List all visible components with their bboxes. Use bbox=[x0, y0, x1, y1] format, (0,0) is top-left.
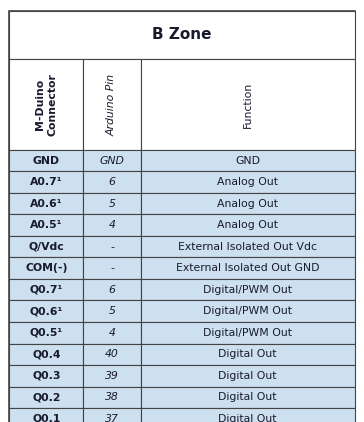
Bar bbox=[141, 387, 355, 408]
Text: Digital Out: Digital Out bbox=[218, 371, 277, 381]
Bar bbox=[141, 344, 355, 365]
Text: Analog Out: Analog Out bbox=[217, 220, 278, 230]
Text: 5: 5 bbox=[108, 306, 115, 316]
Bar bbox=[9, 344, 83, 365]
Text: Analog Out: Analog Out bbox=[217, 177, 278, 187]
Bar bbox=[141, 365, 355, 387]
Bar bbox=[141, 171, 355, 193]
Text: Analog Out: Analog Out bbox=[217, 199, 278, 208]
Text: Digital Out: Digital Out bbox=[218, 392, 277, 402]
Text: GND: GND bbox=[235, 156, 260, 165]
Text: Digital/PWM Out: Digital/PWM Out bbox=[203, 306, 292, 316]
Text: A0.7¹: A0.7¹ bbox=[30, 177, 63, 187]
Bar bbox=[83, 59, 141, 150]
Bar bbox=[9, 59, 83, 150]
Bar bbox=[83, 387, 141, 408]
Text: Q0.1: Q0.1 bbox=[32, 414, 60, 422]
Bar bbox=[9, 11, 355, 59]
Bar bbox=[83, 257, 141, 279]
Text: Q0.2: Q0.2 bbox=[32, 392, 60, 402]
Text: Digital Out: Digital Out bbox=[218, 414, 277, 422]
Bar bbox=[9, 300, 83, 322]
Text: Arduino Pin: Arduino Pin bbox=[107, 73, 117, 135]
Text: M-Duino
Connector: M-Duino Connector bbox=[35, 73, 57, 136]
Bar bbox=[141, 59, 355, 150]
Bar bbox=[83, 236, 141, 257]
Bar bbox=[141, 322, 355, 344]
Text: 40: 40 bbox=[105, 349, 119, 359]
Bar bbox=[83, 322, 141, 344]
Bar bbox=[9, 365, 83, 387]
Text: External Isolated Out GND: External Isolated Out GND bbox=[176, 263, 320, 273]
Text: GND: GND bbox=[33, 156, 60, 165]
Text: 5: 5 bbox=[108, 199, 115, 208]
Bar bbox=[83, 214, 141, 236]
Bar bbox=[141, 150, 355, 171]
Text: 37: 37 bbox=[105, 414, 119, 422]
Text: -: - bbox=[110, 263, 114, 273]
Text: Digital/PWM Out: Digital/PWM Out bbox=[203, 328, 292, 338]
Text: -: - bbox=[110, 242, 114, 252]
Text: Q0.4: Q0.4 bbox=[32, 349, 60, 359]
Text: Q0.3: Q0.3 bbox=[32, 371, 60, 381]
Text: COM(-): COM(-) bbox=[25, 263, 67, 273]
Bar bbox=[141, 408, 355, 422]
Text: Digital/PWM Out: Digital/PWM Out bbox=[203, 285, 292, 295]
Bar bbox=[9, 171, 83, 193]
Text: 39: 39 bbox=[105, 371, 119, 381]
Text: 4: 4 bbox=[108, 328, 115, 338]
Text: 4: 4 bbox=[108, 220, 115, 230]
Bar bbox=[9, 322, 83, 344]
Text: A0.5¹: A0.5¹ bbox=[30, 220, 63, 230]
Bar bbox=[141, 193, 355, 214]
Text: 38: 38 bbox=[105, 392, 119, 402]
Bar bbox=[9, 236, 83, 257]
Text: Function: Function bbox=[243, 81, 253, 127]
Bar bbox=[9, 150, 83, 171]
Text: Q0.6¹: Q0.6¹ bbox=[29, 306, 63, 316]
Bar bbox=[83, 150, 141, 171]
Bar bbox=[141, 236, 355, 257]
Bar bbox=[9, 279, 83, 300]
Text: External Isolated Out Vdc: External Isolated Out Vdc bbox=[178, 242, 317, 252]
Bar bbox=[9, 193, 83, 214]
Bar bbox=[83, 300, 141, 322]
Bar bbox=[9, 214, 83, 236]
Text: Digital Out: Digital Out bbox=[218, 349, 277, 359]
Bar bbox=[83, 171, 141, 193]
Text: Q0.7¹: Q0.7¹ bbox=[29, 285, 63, 295]
Bar bbox=[141, 214, 355, 236]
Bar bbox=[9, 257, 83, 279]
Text: Q0.5¹: Q0.5¹ bbox=[29, 328, 63, 338]
Bar bbox=[141, 300, 355, 322]
Bar bbox=[83, 193, 141, 214]
Bar bbox=[9, 408, 83, 422]
Text: 6: 6 bbox=[108, 285, 115, 295]
Bar bbox=[83, 365, 141, 387]
Text: Q/Vdc: Q/Vdc bbox=[28, 242, 64, 252]
Bar bbox=[141, 257, 355, 279]
Text: GND: GND bbox=[99, 156, 124, 165]
Text: B Zone: B Zone bbox=[152, 27, 212, 42]
Bar bbox=[83, 344, 141, 365]
Text: A0.6¹: A0.6¹ bbox=[30, 199, 63, 208]
Bar bbox=[141, 279, 355, 300]
Bar bbox=[9, 387, 83, 408]
Text: 6: 6 bbox=[108, 177, 115, 187]
Bar bbox=[83, 279, 141, 300]
Bar bbox=[83, 408, 141, 422]
